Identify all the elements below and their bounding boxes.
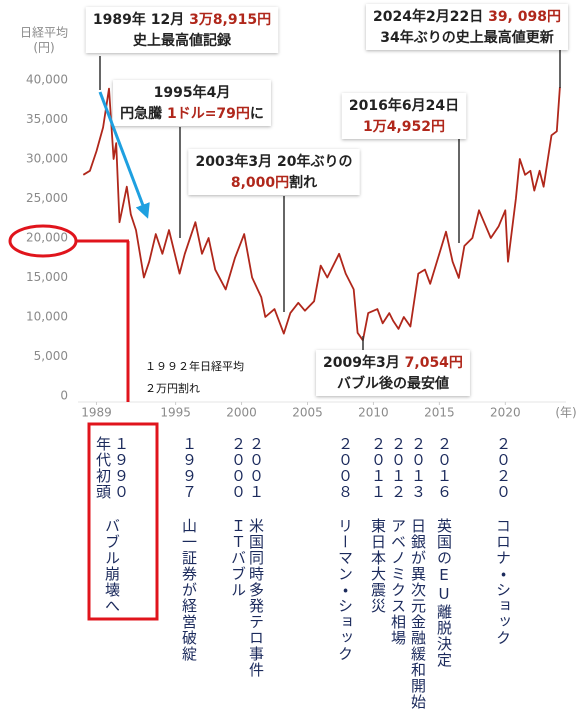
event-label: 東日本大震災 (369, 518, 387, 614)
event-label: 日銀が異次元金融緩和開始 (409, 518, 427, 710)
event-label: リーマン・ショック (336, 518, 354, 662)
callout-box (341, 93, 467, 139)
callout-segment: 円急騰 (120, 105, 167, 122)
trend-arrow (98, 91, 150, 219)
x-tick-label: 1989 (81, 406, 112, 420)
line-series (82, 87, 561, 342)
callout-segment: 史上最高値記録 (133, 32, 232, 49)
note: １９９２年日経平均 (145, 359, 244, 373)
y-axis-unit: (円) (33, 41, 54, 55)
event-year: ２００１ (247, 436, 265, 500)
event-year: ２００８ (336, 436, 354, 500)
y-tick-label: 20,000 (26, 231, 68, 245)
callout-segment: 割れ (289, 174, 317, 191)
callout-segment: 3万8,915円 (189, 12, 271, 28)
event-year: ２０２０ (494, 436, 512, 500)
callout-text: バブル後の最安値 (337, 375, 449, 392)
callout: 2003年3月 20年ぶりの 8,000円割れ (188, 149, 360, 195)
event-year: ２０１３ (409, 436, 427, 500)
event-label: 米国同時多発テロ事件 (247, 518, 265, 678)
callout-segment: 39, 098円 (488, 9, 561, 25)
callout-segment: 8,000円 (231, 175, 289, 191)
callout-segment: 2009年3月 (323, 354, 405, 371)
callout-text: 8,000円割れ (231, 174, 317, 191)
callout-text: 1989年 12月 3万8,915円 (93, 11, 271, 28)
callout-text: 2003年3月 20年ぶりの (195, 153, 352, 170)
x-tick-label: 2005 (292, 406, 323, 420)
callout-segment: 1995年4月 (154, 84, 231, 101)
callout-box (85, 7, 279, 53)
callout-text: 34年ぶりの史上最高値更新 (380, 29, 553, 46)
callout-segment: 34年ぶりの史上最高値更新 (380, 29, 553, 46)
y-tick-label: 0 (60, 389, 68, 403)
callout-segment: 2003年3月 20年ぶりの (195, 153, 352, 170)
y-tick-label: 10,000 (26, 310, 68, 324)
y-tick-label: 40,000 (26, 73, 68, 87)
callout-box (188, 149, 360, 195)
callout: 2016年6月24日 1万4,952円 (341, 93, 467, 139)
callout-text: 2009年3月 7,054円 (323, 354, 463, 371)
event-year: １９９７ (180, 436, 198, 500)
y-tick-label: 5,000 (34, 349, 68, 363)
event-label: アベノミクス相場 (389, 518, 407, 646)
callout-box (366, 4, 568, 50)
event-year: ２０１１ (369, 436, 387, 500)
callout: 2024年2月22日 39, 098円 34年ぶりの史上最高値更新 (366, 4, 568, 50)
callout-segment: バブル後の最安値 (337, 375, 449, 392)
x-tick-label: 1995 (160, 406, 191, 420)
y-axis-label: 日経平均 (20, 26, 68, 40)
event-label: コロナ・ショック (494, 518, 512, 646)
callout-segment: 1989年 12月 (93, 11, 189, 28)
y-tick-label: 30,000 (26, 152, 68, 166)
callout-segment: 2024年2月22日 (373, 8, 488, 25)
event-year: ２０１６ (435, 436, 453, 500)
x-tick-label: 2015 (424, 406, 455, 420)
callout-text: 2016年6月24日 (349, 97, 459, 114)
x-tick-label: 2020 (490, 406, 521, 420)
callout-segment: 2016年6月24日 (349, 97, 459, 114)
callout-segment: 1ドル=79円 (167, 106, 250, 122)
event-label: バブル崩壊へ (103, 518, 121, 614)
callout-text: 2024年2月22日 39, 098円 (373, 8, 561, 25)
event-year: ２０００ (229, 436, 247, 500)
event-label: 英国のEU離脱決定 (435, 518, 453, 668)
callout-box (316, 350, 470, 396)
x-axis-label: (年) (555, 406, 576, 420)
x-tick-label: 2000 (226, 406, 257, 420)
highlight-box (87, 422, 159, 621)
callout-text: 史上最高値記録 (133, 32, 232, 49)
event-year: １９９０年代初頭 (94, 436, 130, 500)
callout-text: 円急騰 1ドル=79円に (120, 105, 264, 122)
event-label: ＩＴバブル (229, 518, 247, 598)
y-tick-label: 15,000 (26, 270, 68, 284)
event-year: ２０１２ (389, 436, 407, 500)
callout-box (113, 80, 271, 126)
callout-text: 1995年4月 (154, 84, 231, 101)
callout-segment: に (250, 106, 264, 122)
note: ２万円割れ (145, 382, 200, 395)
event-label: 山一証券が経営破綻 (180, 518, 198, 662)
y-tick-label: 35,000 (26, 112, 68, 126)
y-tick-label: 25,000 (26, 191, 68, 205)
callout-segment: 1万4,952円 (363, 119, 445, 135)
callout-text: 1万4,952円 (363, 119, 445, 135)
x-tick-label: 2010 (358, 406, 389, 420)
callout-segment: 7,054円 (405, 355, 463, 371)
